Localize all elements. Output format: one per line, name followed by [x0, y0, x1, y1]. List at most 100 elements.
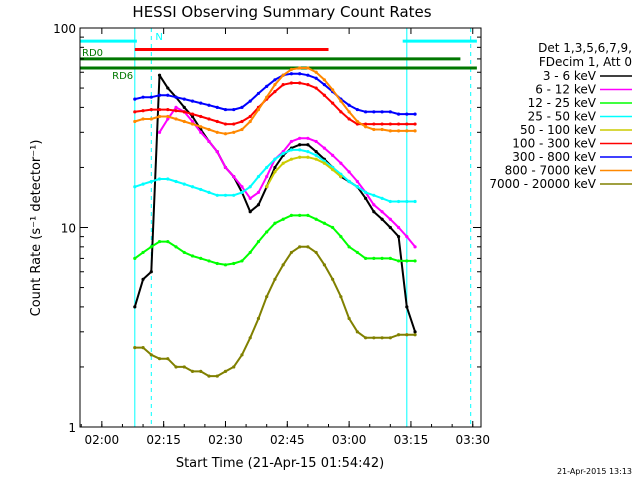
data-point	[405, 199, 409, 204]
data-point	[190, 122, 195, 126]
series-line-8	[134, 245, 416, 378]
data-point	[248, 250, 252, 255]
data-point	[364, 110, 368, 114]
data-point	[256, 190, 261, 194]
data-point	[339, 99, 343, 103]
data-point	[405, 129, 409, 133]
data-point	[190, 254, 195, 258]
data-point	[331, 101, 335, 105]
data-point	[298, 72, 302, 76]
data-point	[355, 119, 359, 124]
data-point	[322, 78, 326, 82]
data-point	[157, 114, 162, 119]
data-point	[215, 105, 219, 109]
data-point	[289, 157, 294, 161]
data-point	[157, 357, 162, 361]
data-point	[289, 139, 294, 144]
x-tick-label: 03:00	[332, 433, 367, 447]
data-point	[388, 199, 392, 204]
data-point	[298, 81, 302, 85]
data-point	[273, 165, 277, 170]
data-point	[240, 119, 244, 124]
data-point	[223, 263, 228, 267]
data-point	[223, 132, 228, 136]
data-point	[190, 114, 195, 119]
legend-label: 25 - 50 keV	[528, 110, 597, 124]
data-point	[355, 330, 359, 334]
data-point	[182, 119, 186, 124]
data-point	[133, 185, 137, 189]
data-point	[133, 305, 137, 309]
data-point	[265, 230, 269, 234]
data-point	[322, 93, 326, 97]
data-point	[281, 73, 285, 77]
data-point	[256, 174, 261, 179]
data-point	[174, 117, 178, 121]
data-point	[347, 316, 351, 321]
data-point	[388, 129, 392, 133]
data-point	[339, 174, 343, 179]
data-point	[281, 263, 285, 267]
data-point	[314, 157, 318, 161]
data-point	[413, 333, 417, 337]
data-point	[207, 259, 211, 263]
data-point	[190, 99, 195, 103]
data-point	[347, 179, 351, 184]
data-point	[364, 122, 368, 126]
data-point	[141, 277, 145, 281]
data-point	[199, 369, 203, 373]
legend: Det 1,3,5,6,7,9, FDecim 1, Att 0 3 - 6 k…	[489, 41, 632, 191]
chart-title: HESSI Observing Summary Count Rates	[132, 3, 431, 21]
data-point	[306, 245, 310, 249]
data-point	[240, 190, 244, 194]
data-point	[248, 114, 252, 119]
data-point	[380, 210, 384, 214]
data-point	[413, 330, 417, 334]
data-point	[256, 91, 261, 96]
legend-label: 800 - 7000 keV	[505, 164, 597, 178]
data-point	[281, 217, 285, 221]
data-point	[215, 374, 219, 378]
data-point	[372, 256, 376, 261]
y-axis: 1 10 100	[53, 22, 481, 435]
legend-header-1: Det 1,3,5,6,7,9,	[538, 41, 632, 55]
x-tick-label: 02:45	[270, 433, 305, 447]
data-point	[355, 185, 359, 189]
legend-label: 12 - 25 keV	[528, 96, 597, 110]
data-point	[223, 369, 228, 373]
x-tick-label: 02:15	[146, 433, 181, 447]
x-tick-label: 02:00	[85, 433, 120, 447]
rd6-label: RD6	[112, 71, 133, 82]
data-point	[380, 336, 384, 340]
data-point	[364, 256, 368, 261]
data-point	[405, 305, 409, 309]
data-point	[141, 250, 145, 255]
data-point	[223, 165, 228, 170]
data-point	[240, 353, 244, 357]
data-point	[364, 190, 368, 194]
data-point	[388, 122, 392, 126]
data-point	[306, 213, 310, 217]
data-point	[149, 117, 153, 121]
data-point	[396, 225, 401, 230]
data-point	[182, 365, 186, 369]
data-point	[240, 105, 244, 109]
data-point	[141, 95, 145, 99]
series-line-1	[158, 106, 416, 248]
x-tick-label: 03:15	[394, 433, 429, 447]
data-point	[306, 83, 310, 87]
data-point	[380, 122, 384, 126]
data-point	[331, 277, 335, 281]
data-point	[190, 119, 195, 124]
data-point	[174, 105, 178, 109]
data-point	[314, 250, 318, 255]
y-axis-label: Count Rate (s⁻¹ detector⁻¹)	[29, 140, 44, 317]
data-point	[248, 210, 252, 214]
data-point	[273, 221, 277, 225]
data-point	[364, 125, 368, 129]
data-point	[199, 125, 203, 129]
data-point	[141, 182, 145, 186]
legend-label: 7000 - 20000 keV	[489, 177, 596, 191]
data-point	[298, 136, 302, 140]
